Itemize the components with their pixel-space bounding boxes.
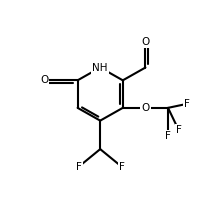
- Text: O: O: [141, 37, 150, 47]
- Text: F: F: [165, 131, 171, 141]
- Text: NH: NH: [93, 63, 108, 72]
- Text: F: F: [176, 126, 182, 135]
- Text: O: O: [40, 75, 48, 85]
- Text: F: F: [76, 162, 82, 172]
- Text: O: O: [141, 103, 150, 113]
- Text: F: F: [119, 162, 125, 172]
- Text: F: F: [184, 99, 190, 109]
